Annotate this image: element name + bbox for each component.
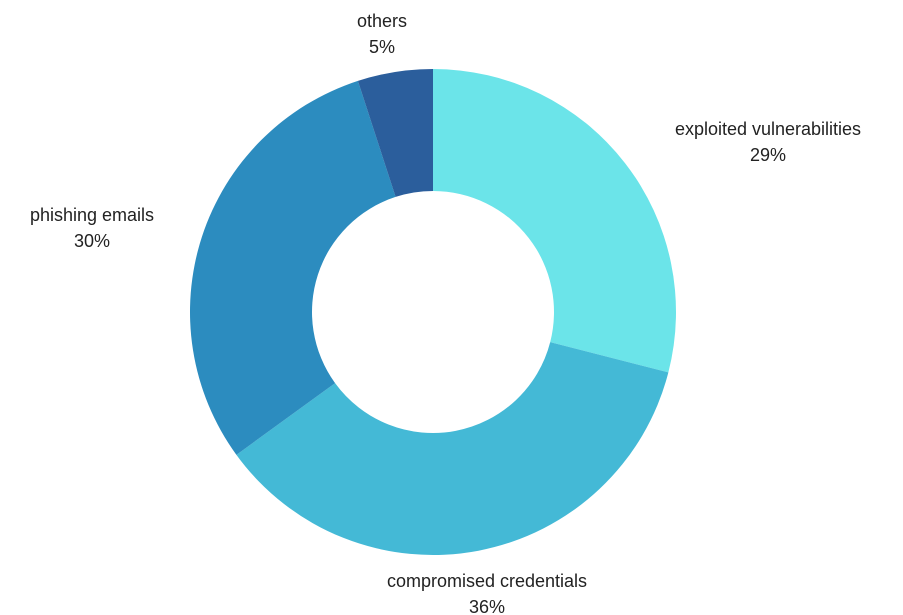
slice-phishing-emails [189,80,396,455]
slice-value-exploited-vulnerabilities: 29% [750,145,786,165]
slice-exploited-vulnerabilities [433,69,677,373]
slice-value-others: 5% [369,37,395,57]
slice-value-phishing-emails: 30% [74,231,110,251]
slice-label-exploited-vulnerabilities: exploited vulnerabilities [675,119,861,139]
slice-labels: exploited vulnerabilities 29% compromised … [30,11,861,615]
slice-label-others: others [357,11,407,31]
slice-value-compromised-credentials: 36% [469,597,505,615]
slice-others [357,69,433,197]
slice-label-compromised-credentials: compromised credentials [387,571,587,591]
slice-label-phishing-emails: phishing emails [30,205,154,225]
slice-compromised-credentials [236,342,669,555]
donut-slices [189,69,677,555]
